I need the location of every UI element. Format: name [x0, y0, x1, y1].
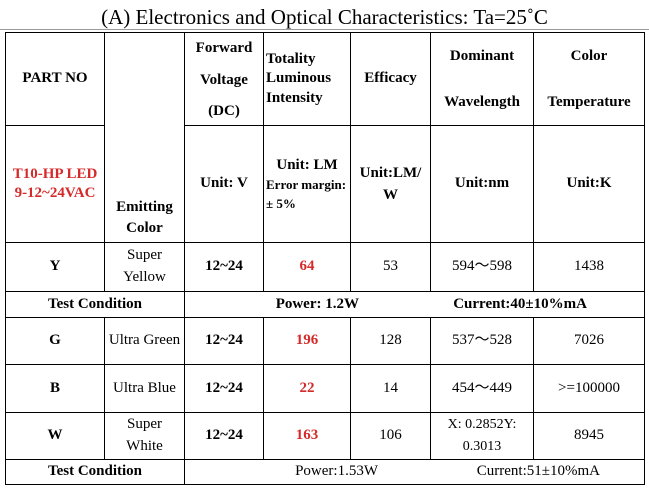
- table-row: W Super White 12~24 163 106 X: 0.2852Y: …: [5, 412, 645, 460]
- test-condition-values: Power: 1.2W Current:40±10%mA: [184, 291, 645, 318]
- efficacy-cell: 53: [350, 242, 431, 292]
- lumen-cell: 22: [263, 364, 351, 413]
- test-current: Current:40±10%mA: [453, 295, 587, 312]
- page-title: (A) Electronics and Optical Characterist…: [101, 5, 548, 29]
- part-cell: Y: [5, 242, 105, 292]
- efficacy-cell: 14: [350, 364, 431, 413]
- test-condition-label: Test Condition: [5, 291, 185, 318]
- lumen-cell: 196: [263, 317, 351, 365]
- test-condition-row: Test Condition Power:1.53W Current:51±10%…: [5, 459, 645, 485]
- wavelength-cell: X: 0.2852Y: 0.3013: [430, 412, 534, 460]
- dominant-unit: Unit:nm: [430, 125, 534, 243]
- efficacy-cell: 106: [350, 412, 431, 460]
- part-name: T10-HP LED 9-12~24VAC: [5, 125, 105, 243]
- header-row-1: PART NO Emitting Color Forward Voltage (…: [5, 32, 645, 243]
- color-cell: Super White: [104, 412, 185, 460]
- forward-voltage-header: Forward Voltage (DC): [184, 32, 264, 126]
- table-row: G Ultra Green 12~24 196 128 537～528 7026: [5, 317, 645, 365]
- voltage-cell: 12~24: [184, 412, 264, 460]
- color-temp-line-1: Color: [570, 48, 608, 64]
- part-cell: B: [5, 364, 105, 413]
- temp-cell: 7026: [533, 317, 645, 365]
- luminous-intensity-label: Totality Luminous Intensity: [266, 50, 332, 106]
- color-cell: Ultra Blue: [104, 364, 185, 413]
- forward-voltage-line-3: (DC): [208, 103, 240, 119]
- test-condition-values: Power:1.53W Current:51±10%mA: [184, 459, 645, 485]
- emitting-color-label: Emitting Color: [116, 198, 173, 237]
- luminous-error-margin: Error margin:± 5%: [266, 176, 347, 211]
- voltage-cell: 12~24: [184, 242, 264, 292]
- luminous-unit: Unit: LM: [276, 156, 338, 173]
- forward-voltage-line-1: Forward: [195, 40, 253, 56]
- dominant-line-1: Dominant: [449, 48, 515, 64]
- dominant-line-2: Wavelength: [444, 94, 520, 110]
- lumen-cell: 163: [263, 412, 351, 460]
- temp-cell: >=100000: [533, 364, 645, 413]
- color-temp-line-2: Temperature: [547, 94, 631, 110]
- luminous-unit-cell: Unit: LM Error margin:± 5%: [263, 125, 351, 243]
- dominant-wavelength-header: Dominant Wavelength: [430, 32, 534, 126]
- table-row: Y Super Yellow 12~24 64 53 594～598 1438: [5, 242, 645, 292]
- lumen-cell: 64: [263, 242, 351, 292]
- color-temperature-header: Color Temperature: [533, 32, 645, 126]
- test-power: Power: 1.2W: [275, 295, 359, 312]
- temp-cell: 8945: [533, 412, 645, 460]
- voltage-cell: 12~24: [184, 364, 264, 413]
- luminous-intensity-header: Totality Luminous Intensity: [263, 32, 351, 126]
- title-divider: [0, 29, 649, 30]
- voltage-cell: 12~24: [184, 317, 264, 365]
- temp-cell: 1438: [533, 242, 645, 292]
- forward-voltage-unit: Unit: V: [184, 125, 264, 243]
- wavelength-cell: 594～598: [430, 242, 534, 292]
- test-current: Current:51±10%mA: [476, 463, 600, 480]
- header-row-2: T10-HP LED 9-12~24VAC Unit: V Unit: LM E…: [5, 125, 645, 243]
- part-no-header: PART NO: [5, 32, 105, 126]
- emitting-color-header: Emitting Color: [104, 32, 185, 243]
- test-power: Power:1.53W: [295, 463, 378, 480]
- test-condition-label: Test Condition: [5, 459, 185, 485]
- characteristics-table: PART NO Emitting Color Forward Voltage (…: [5, 32, 645, 485]
- efficacy-unit: Unit:LM/ W: [350, 125, 431, 243]
- test-condition-row: Test Condition Power: 1.2W Current:40±10%…: [5, 291, 645, 318]
- color-cell: Super Yellow: [104, 242, 185, 292]
- color-cell: Ultra Green: [104, 317, 185, 365]
- part-cell: G: [5, 317, 105, 365]
- efficacy-header: Efficacy: [350, 32, 431, 126]
- forward-voltage-line-2: Voltage: [200, 72, 248, 88]
- color-temp-unit: Unit:K: [533, 125, 645, 243]
- wavelength-cell: 537～528: [430, 317, 534, 365]
- efficacy-cell: 128: [350, 317, 431, 365]
- part-cell: W: [5, 412, 105, 460]
- table-row: B Ultra Blue 12~24 22 14 454～449 >=10000…: [5, 364, 645, 413]
- wavelength-cell: 454～449: [430, 364, 534, 413]
